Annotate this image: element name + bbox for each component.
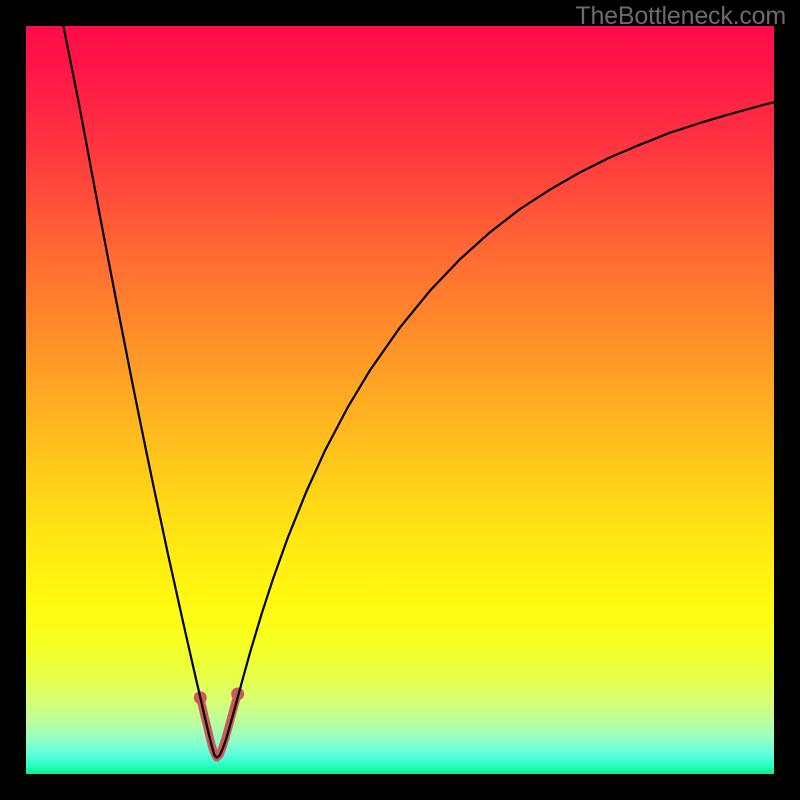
gradient-background — [26, 26, 774, 774]
bottleneck-curve-chart — [26, 26, 774, 774]
